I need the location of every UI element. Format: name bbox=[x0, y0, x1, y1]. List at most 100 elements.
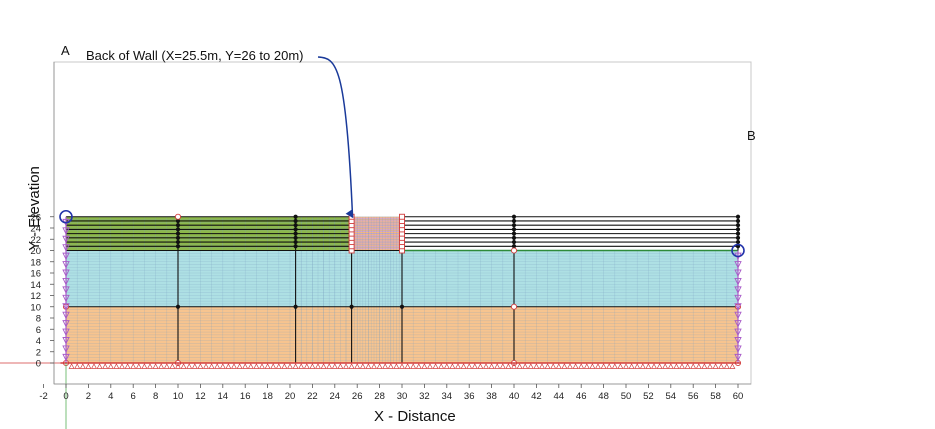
mesh-node bbox=[511, 227, 517, 232]
fixed-support-icon bbox=[499, 363, 506, 369]
mesh-node bbox=[293, 227, 298, 232]
x-tick-label: 10 bbox=[173, 391, 184, 402]
mesh-node bbox=[175, 223, 181, 228]
axes: -2 0 2 4 6 8 10 12 14 16 18 20 22 24 26 28 30 32 34 36 38 40 4… bbox=[30, 62, 751, 402]
mesh-node bbox=[735, 239, 741, 245]
mesh-node bbox=[175, 304, 181, 309]
x-tick-label: 36 bbox=[464, 391, 475, 402]
fixed-support-icon bbox=[152, 363, 159, 369]
fixed-support-icon bbox=[455, 363, 461, 369]
fixed-support-icon bbox=[539, 363, 545, 369]
mesh-node bbox=[293, 218, 298, 224]
fixed-support-icon bbox=[292, 363, 299, 369]
fixed-support-icon bbox=[483, 363, 489, 369]
mesh-node bbox=[175, 231, 181, 236]
x-tick-label: 16 bbox=[240, 391, 251, 402]
mesh-nodes bbox=[62, 213, 742, 367]
fixed-support-icon bbox=[729, 363, 736, 369]
fixed-support-icon bbox=[175, 363, 181, 369]
fixed-support-icon bbox=[611, 363, 618, 369]
x-tick-label: 14 bbox=[218, 391, 229, 402]
fixed-support-icon bbox=[645, 363, 652, 369]
x-tick-label: 12 bbox=[195, 391, 206, 402]
fixed-support-icon bbox=[331, 363, 338, 369]
y-tick-label: 0 bbox=[36, 359, 41, 370]
mesh-node bbox=[293, 244, 298, 249]
fixed-support-icon bbox=[320, 363, 327, 369]
x-tick-label: 18 bbox=[262, 391, 273, 402]
fixed-support-icon bbox=[354, 363, 361, 369]
fixed-support-icon bbox=[718, 363, 725, 369]
fixed-support-icon bbox=[701, 363, 708, 369]
fixed-support-icon bbox=[387, 363, 394, 369]
fixed-support-icon bbox=[343, 363, 349, 369]
fixed-support-icon bbox=[219, 363, 226, 369]
x-tick-label: 4 bbox=[108, 391, 113, 402]
x-tick-label: 20 bbox=[285, 391, 296, 402]
y-tick-label: 10 bbox=[30, 302, 41, 313]
fixed-support-icon bbox=[471, 363, 478, 369]
fixed-support-icon bbox=[684, 363, 691, 369]
fixed-support-icon bbox=[96, 363, 103, 369]
fixed-support-icon bbox=[281, 363, 288, 369]
fixed-support-icon bbox=[544, 363, 551, 369]
x-tick-label: 0 bbox=[63, 391, 68, 402]
mesh-node bbox=[175, 227, 181, 232]
mesh-node bbox=[293, 239, 298, 245]
fixed-support-icon bbox=[287, 363, 293, 369]
y-tick-label: 18 bbox=[30, 257, 41, 268]
fixed-support-icon bbox=[180, 363, 187, 369]
y-tick-label: 2 bbox=[36, 347, 41, 358]
x-tick-label: 6 bbox=[131, 391, 136, 402]
fixed-support-icon bbox=[667, 363, 674, 369]
fixed-support-icon bbox=[690, 363, 697, 369]
fixed-support-icon bbox=[303, 363, 310, 369]
fixed-support-icon bbox=[270, 363, 277, 369]
fixed-support-icon bbox=[460, 363, 467, 369]
wall-interface-node bbox=[399, 213, 405, 220]
fixed-support-icon bbox=[617, 363, 624, 369]
fixed-support-icon bbox=[208, 363, 215, 369]
y-tick-label: 16 bbox=[30, 269, 41, 280]
fixed-support-icon bbox=[639, 363, 646, 369]
fixed-support-icon bbox=[141, 363, 148, 369]
fixed-support-icon bbox=[186, 363, 193, 369]
callout-arrowhead-icon bbox=[345, 209, 353, 218]
y-tick-label: 8 bbox=[36, 314, 41, 325]
y-tick-label: 20 bbox=[30, 246, 41, 257]
fixed-support-icon bbox=[68, 363, 75, 369]
mesh-node bbox=[175, 218, 181, 224]
y-tick-label: 22 bbox=[30, 235, 41, 246]
mesh-node bbox=[349, 304, 354, 309]
mesh-node bbox=[175, 235, 181, 240]
fixed-support-icon bbox=[600, 363, 607, 369]
x-tick-label: 30 bbox=[397, 391, 408, 402]
fixed-support-icon bbox=[595, 363, 601, 369]
mesh-node bbox=[293, 223, 298, 228]
fixed-support-icon bbox=[707, 363, 713, 369]
x-tick-label: 28 bbox=[374, 391, 385, 402]
mesh-node bbox=[511, 223, 517, 228]
region-boundary-lines bbox=[66, 216, 739, 363]
callout-arrow bbox=[317, 56, 354, 218]
x-tick-label: 58 bbox=[710, 391, 721, 402]
fixed-support-icon bbox=[695, 363, 702, 369]
x-tick-label: 46 bbox=[576, 391, 587, 402]
fixed-support-icon bbox=[236, 363, 243, 369]
fixed-support-icon bbox=[634, 363, 641, 369]
fixed-support-icon bbox=[432, 363, 439, 369]
y-tick-label: 4 bbox=[36, 336, 41, 347]
boundary-conditions bbox=[0, 216, 742, 429]
fixed-support-icon bbox=[505, 363, 512, 369]
y-tick-label: 14 bbox=[30, 280, 41, 291]
fixed-support-icon bbox=[135, 363, 142, 369]
fixed-support-icon bbox=[567, 363, 573, 369]
x-tick-label: 34 bbox=[442, 391, 453, 402]
x-tick-label: 24 bbox=[330, 391, 341, 402]
fixed-support-icon bbox=[522, 363, 529, 369]
point-a-label: A bbox=[61, 43, 70, 58]
fixed-support-icon bbox=[488, 363, 495, 369]
fixed-support-icon bbox=[365, 363, 372, 369]
fixed-support-icon bbox=[359, 363, 366, 369]
fixed-support-icon bbox=[74, 363, 81, 369]
